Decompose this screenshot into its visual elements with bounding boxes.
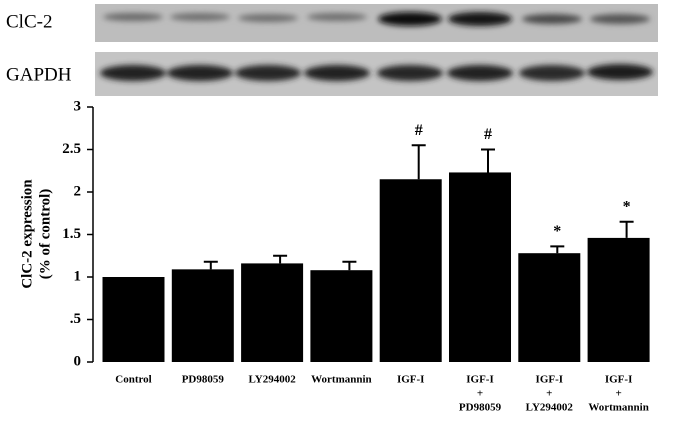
x-tick-label: IGF-I — [605, 374, 633, 386]
y-axis-title-line: ClC-2 expression — [19, 179, 35, 289]
error-bar — [619, 220, 634, 238]
bar — [379, 179, 442, 362]
x-tick-label: LY294002 — [248, 374, 296, 386]
y-axis-title-line: (% of control) — [37, 189, 53, 280]
x-tick-label: + — [615, 388, 621, 400]
error-bar — [342, 260, 357, 271]
bands — [100, 12, 653, 81]
bar — [102, 277, 165, 362]
error-bar — [273, 254, 288, 264]
bar — [518, 253, 581, 362]
x-tick-label: PD98059 — [459, 402, 502, 414]
y-tick-label: 0 — [74, 353, 82, 369]
blot-panel: ClC-2 GAPDH — [6, 4, 658, 96]
x-tick-label: IGF-I — [536, 374, 564, 386]
significance-marker: # — [484, 126, 492, 143]
significance-marker: * — [553, 223, 561, 240]
x-tick-label: + — [546, 388, 552, 400]
y-tick-label: 1.5 — [62, 226, 81, 242]
bar — [310, 270, 373, 362]
y-tick-label: 3 — [74, 98, 82, 114]
bar — [171, 269, 234, 362]
y-tick-label: 2.5 — [62, 141, 81, 157]
x-tick-label: LY294002 — [526, 402, 574, 414]
error-bar — [411, 144, 426, 180]
y-tick-label: 2 — [74, 183, 82, 199]
bar — [241, 263, 304, 362]
y-tick-label: 1 — [74, 268, 82, 284]
bar — [449, 172, 511, 362]
significance-marker: * — [623, 198, 631, 215]
blot-label: ClC-2 — [6, 11, 52, 32]
x-tick-label: Wortmannin — [588, 402, 649, 414]
x-tick-label: Control — [115, 374, 151, 386]
y-axis-title: ClC-2 expression (% of control) — [19, 179, 53, 289]
error-bar — [203, 260, 218, 270]
x-tick-label: IGF-I — [466, 374, 494, 386]
error-bar — [550, 245, 565, 254]
blot-label: GAPDH — [6, 64, 72, 85]
x-tick-label: + — [477, 388, 483, 400]
significance-marker: # — [415, 122, 423, 139]
blot-strip — [95, 4, 658, 42]
x-tick-label: PD98059 — [182, 374, 225, 386]
bar — [587, 237, 650, 362]
x-tick-label: IGF-I — [397, 374, 425, 386]
x-tick-label: Wortmannin — [311, 374, 372, 386]
y-tick-label: .5 — [70, 311, 81, 327]
error-bar — [481, 148, 495, 173]
